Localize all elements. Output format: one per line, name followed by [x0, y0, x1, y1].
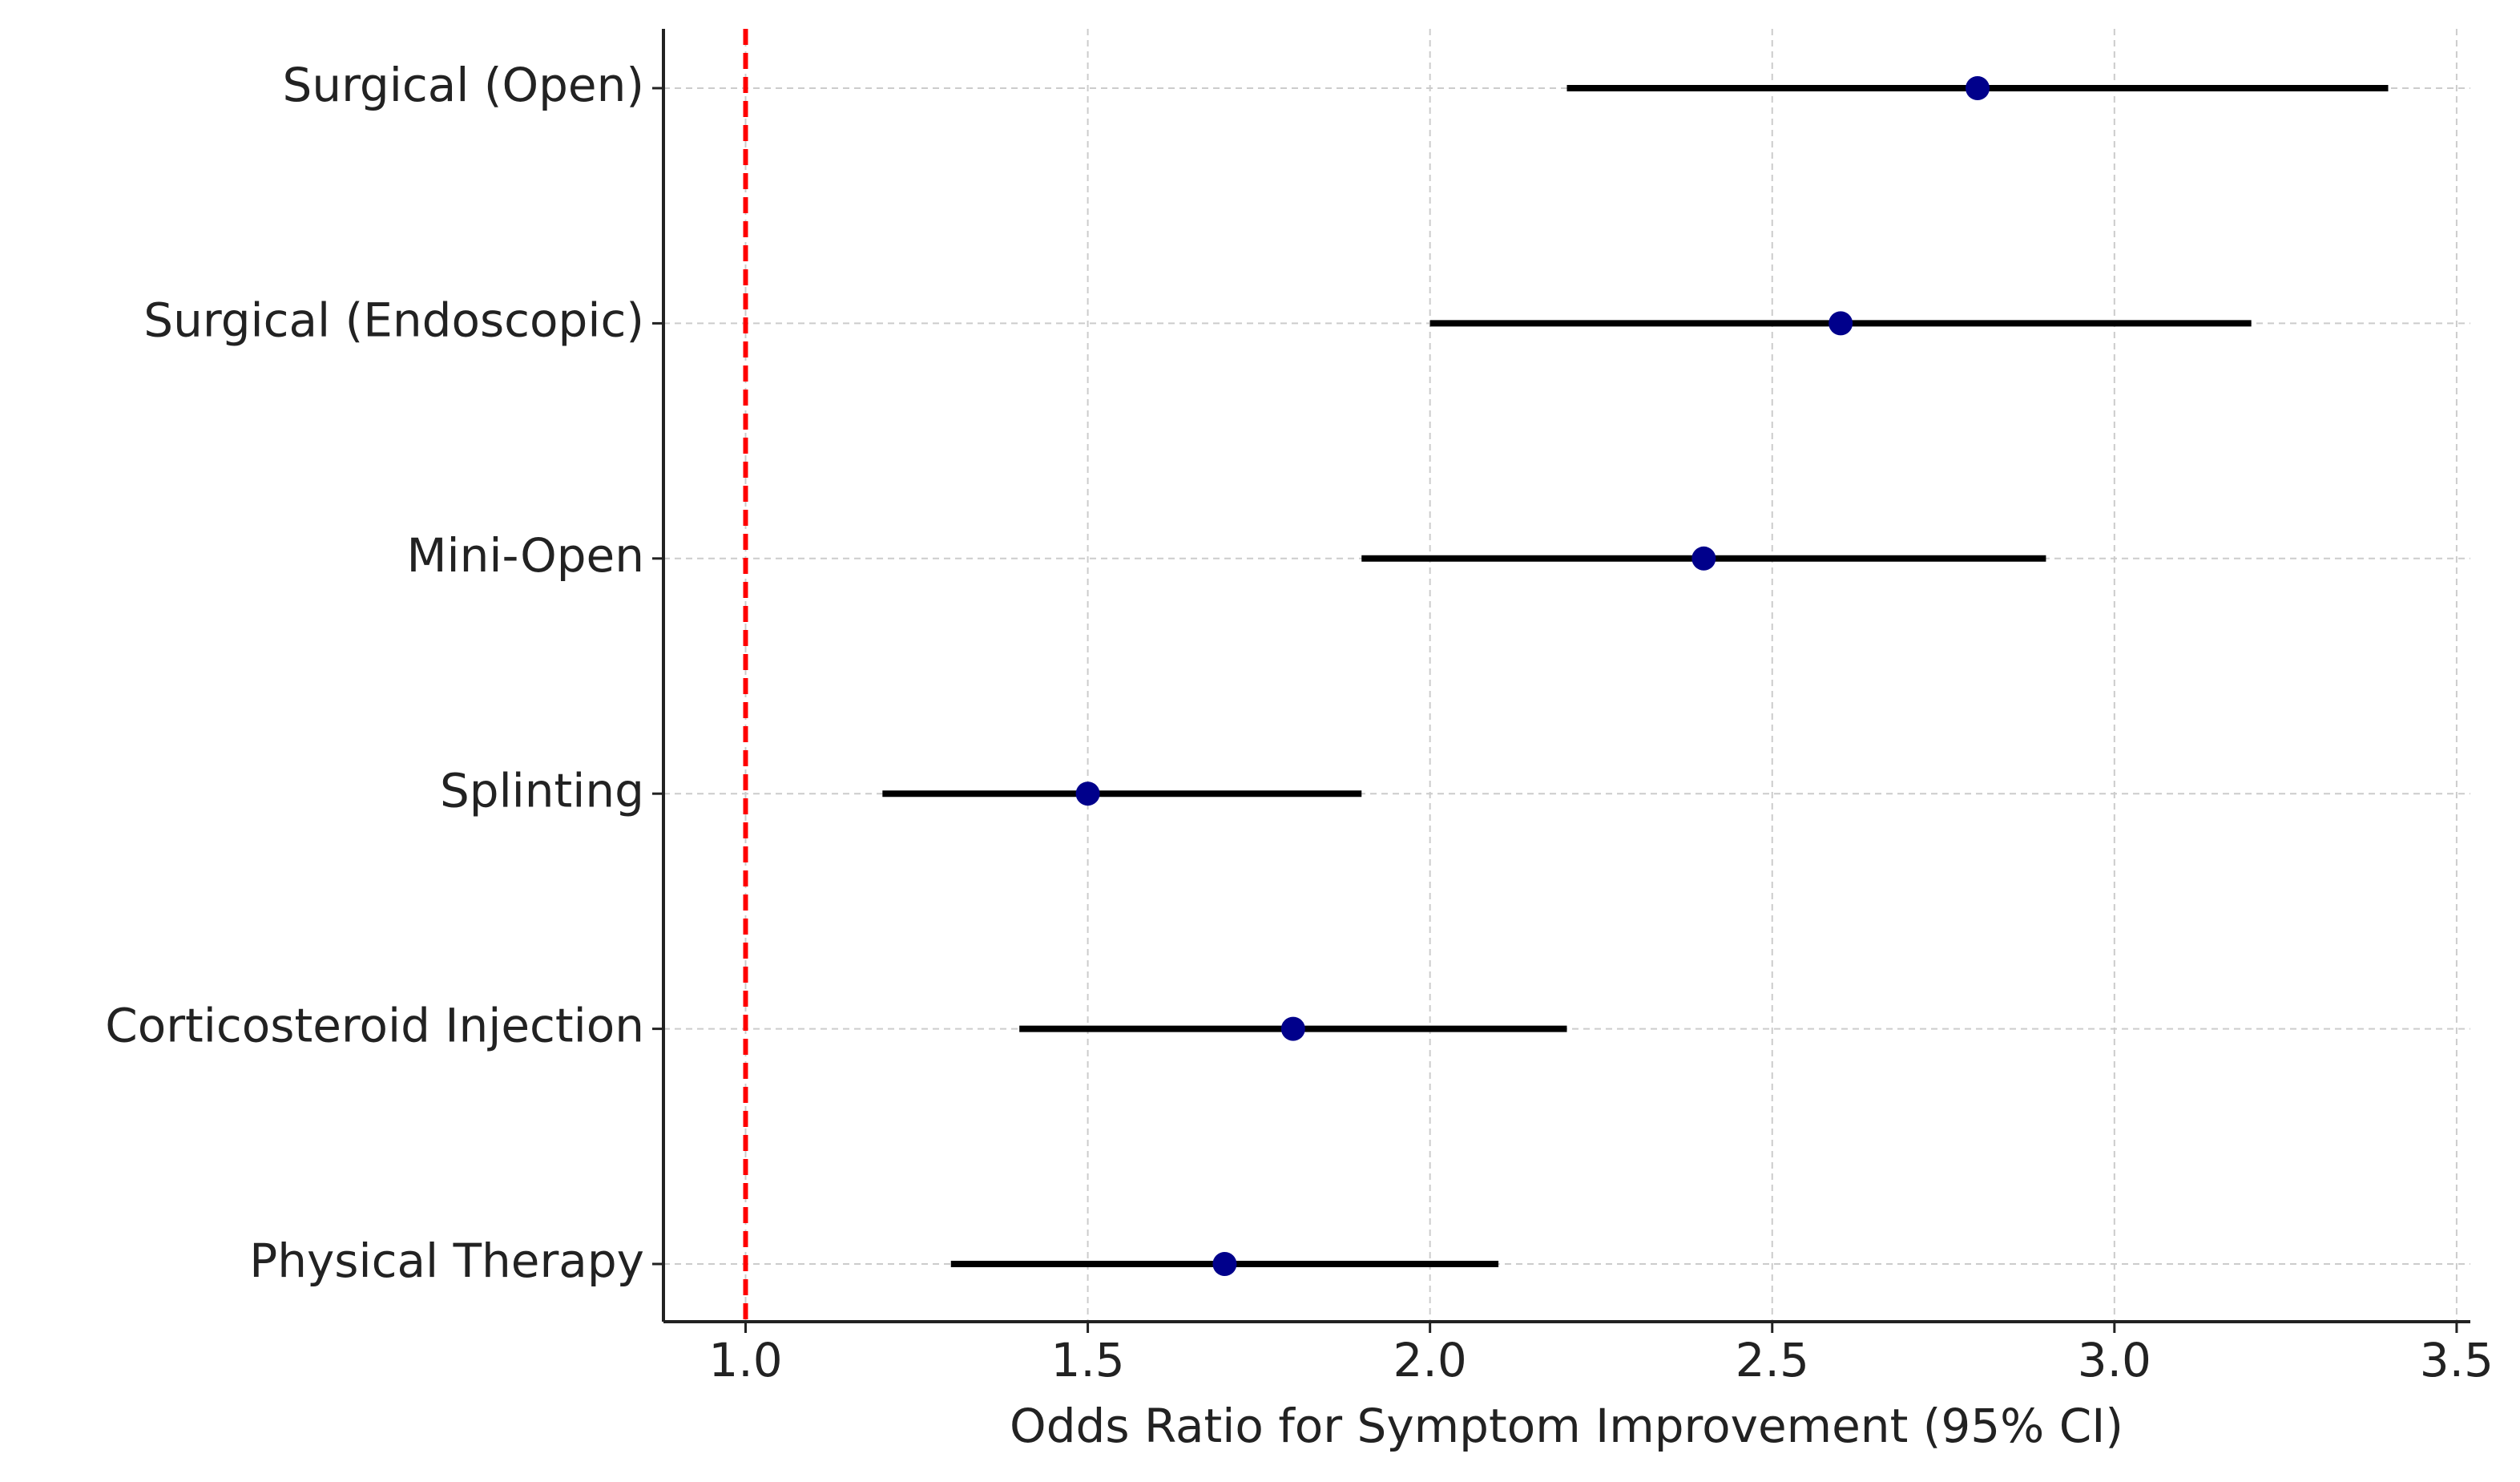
y-tick-label: Corticosteroid Injection [105, 999, 644, 1053]
y-tick-label: Mini-Open [407, 528, 645, 583]
x-tick-label: 3.5 [2420, 1333, 2494, 1387]
x-tick-label: 1.5 [1050, 1333, 1124, 1387]
point-estimate [1075, 781, 1100, 806]
point-estimate [1829, 311, 1853, 336]
y-tick-label: Surgical (Open) [283, 58, 644, 112]
point-estimate [1966, 76, 1990, 100]
y-tick-label: Splinting [440, 763, 644, 818]
y-tick-label: Surgical (Endoscopic) [143, 293, 644, 348]
point-estimate [1691, 546, 1716, 571]
x-tick-label: 1.0 [708, 1333, 782, 1387]
x-tick-label: 3.0 [2078, 1333, 2151, 1387]
x-axis-label: Odds Ratio for Symptom Improvement (95% … [1010, 1399, 2123, 1453]
y-tick-label: Physical Therapy [249, 1234, 644, 1288]
point-estimate [1212, 1252, 1237, 1276]
x-tick-label: 2.5 [1736, 1333, 1809, 1387]
point-estimate [1280, 1016, 1305, 1041]
x-tick-label: 2.0 [1393, 1333, 1467, 1387]
